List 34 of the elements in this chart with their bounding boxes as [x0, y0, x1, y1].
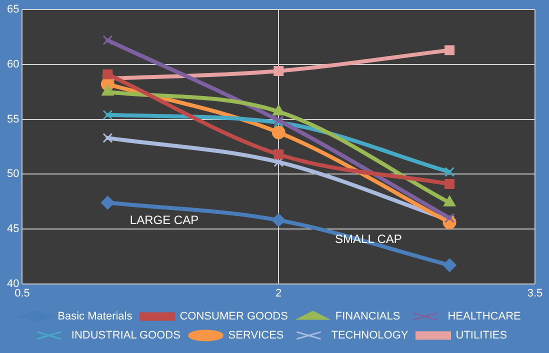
point: [102, 110, 113, 120]
point: [444, 45, 455, 56]
y-tick-label: 50: [6, 168, 20, 180]
x-tick-label: 3.5: [527, 287, 543, 300]
legend-label: HEALTHCARE: [448, 310, 521, 323]
x-tick-label: 2: [276, 287, 282, 300]
point: [274, 115, 284, 126]
legend-label: FINANCIALS: [335, 310, 400, 323]
point: [274, 149, 284, 160]
point: [102, 35, 113, 46]
point: [444, 166, 455, 177]
y-tick-label: 40: [6, 278, 20, 290]
point: [272, 104, 285, 116]
y-tick-label: 55: [6, 113, 20, 126]
point: [272, 213, 286, 227]
annotation: LARGE CAP: [130, 213, 199, 228]
point: [102, 132, 113, 143]
x-tick-label: 0.5: [14, 287, 30, 300]
point: [444, 179, 455, 189]
legend-label: INDUSTRIAL GOODS: [71, 330, 180, 342]
y-tick-label: 65: [6, 4, 20, 16]
legend-label: UTILITIES: [456, 330, 508, 342]
point: [442, 258, 456, 272]
y-tick-label: 45: [6, 222, 20, 235]
point: [102, 69, 113, 80]
legend-label: TECHNOLOGY: [331, 330, 409, 342]
legend-label: SERVICES: [228, 330, 284, 342]
point: [100, 196, 114, 210]
y-tick-label: 60: [6, 58, 20, 70]
point: [274, 66, 284, 76]
point: [102, 85, 114, 96]
point: [272, 126, 286, 140]
legend-label: Basic Materials: [58, 310, 133, 323]
legend-label: CONSUMER GOODS: [180, 310, 288, 323]
